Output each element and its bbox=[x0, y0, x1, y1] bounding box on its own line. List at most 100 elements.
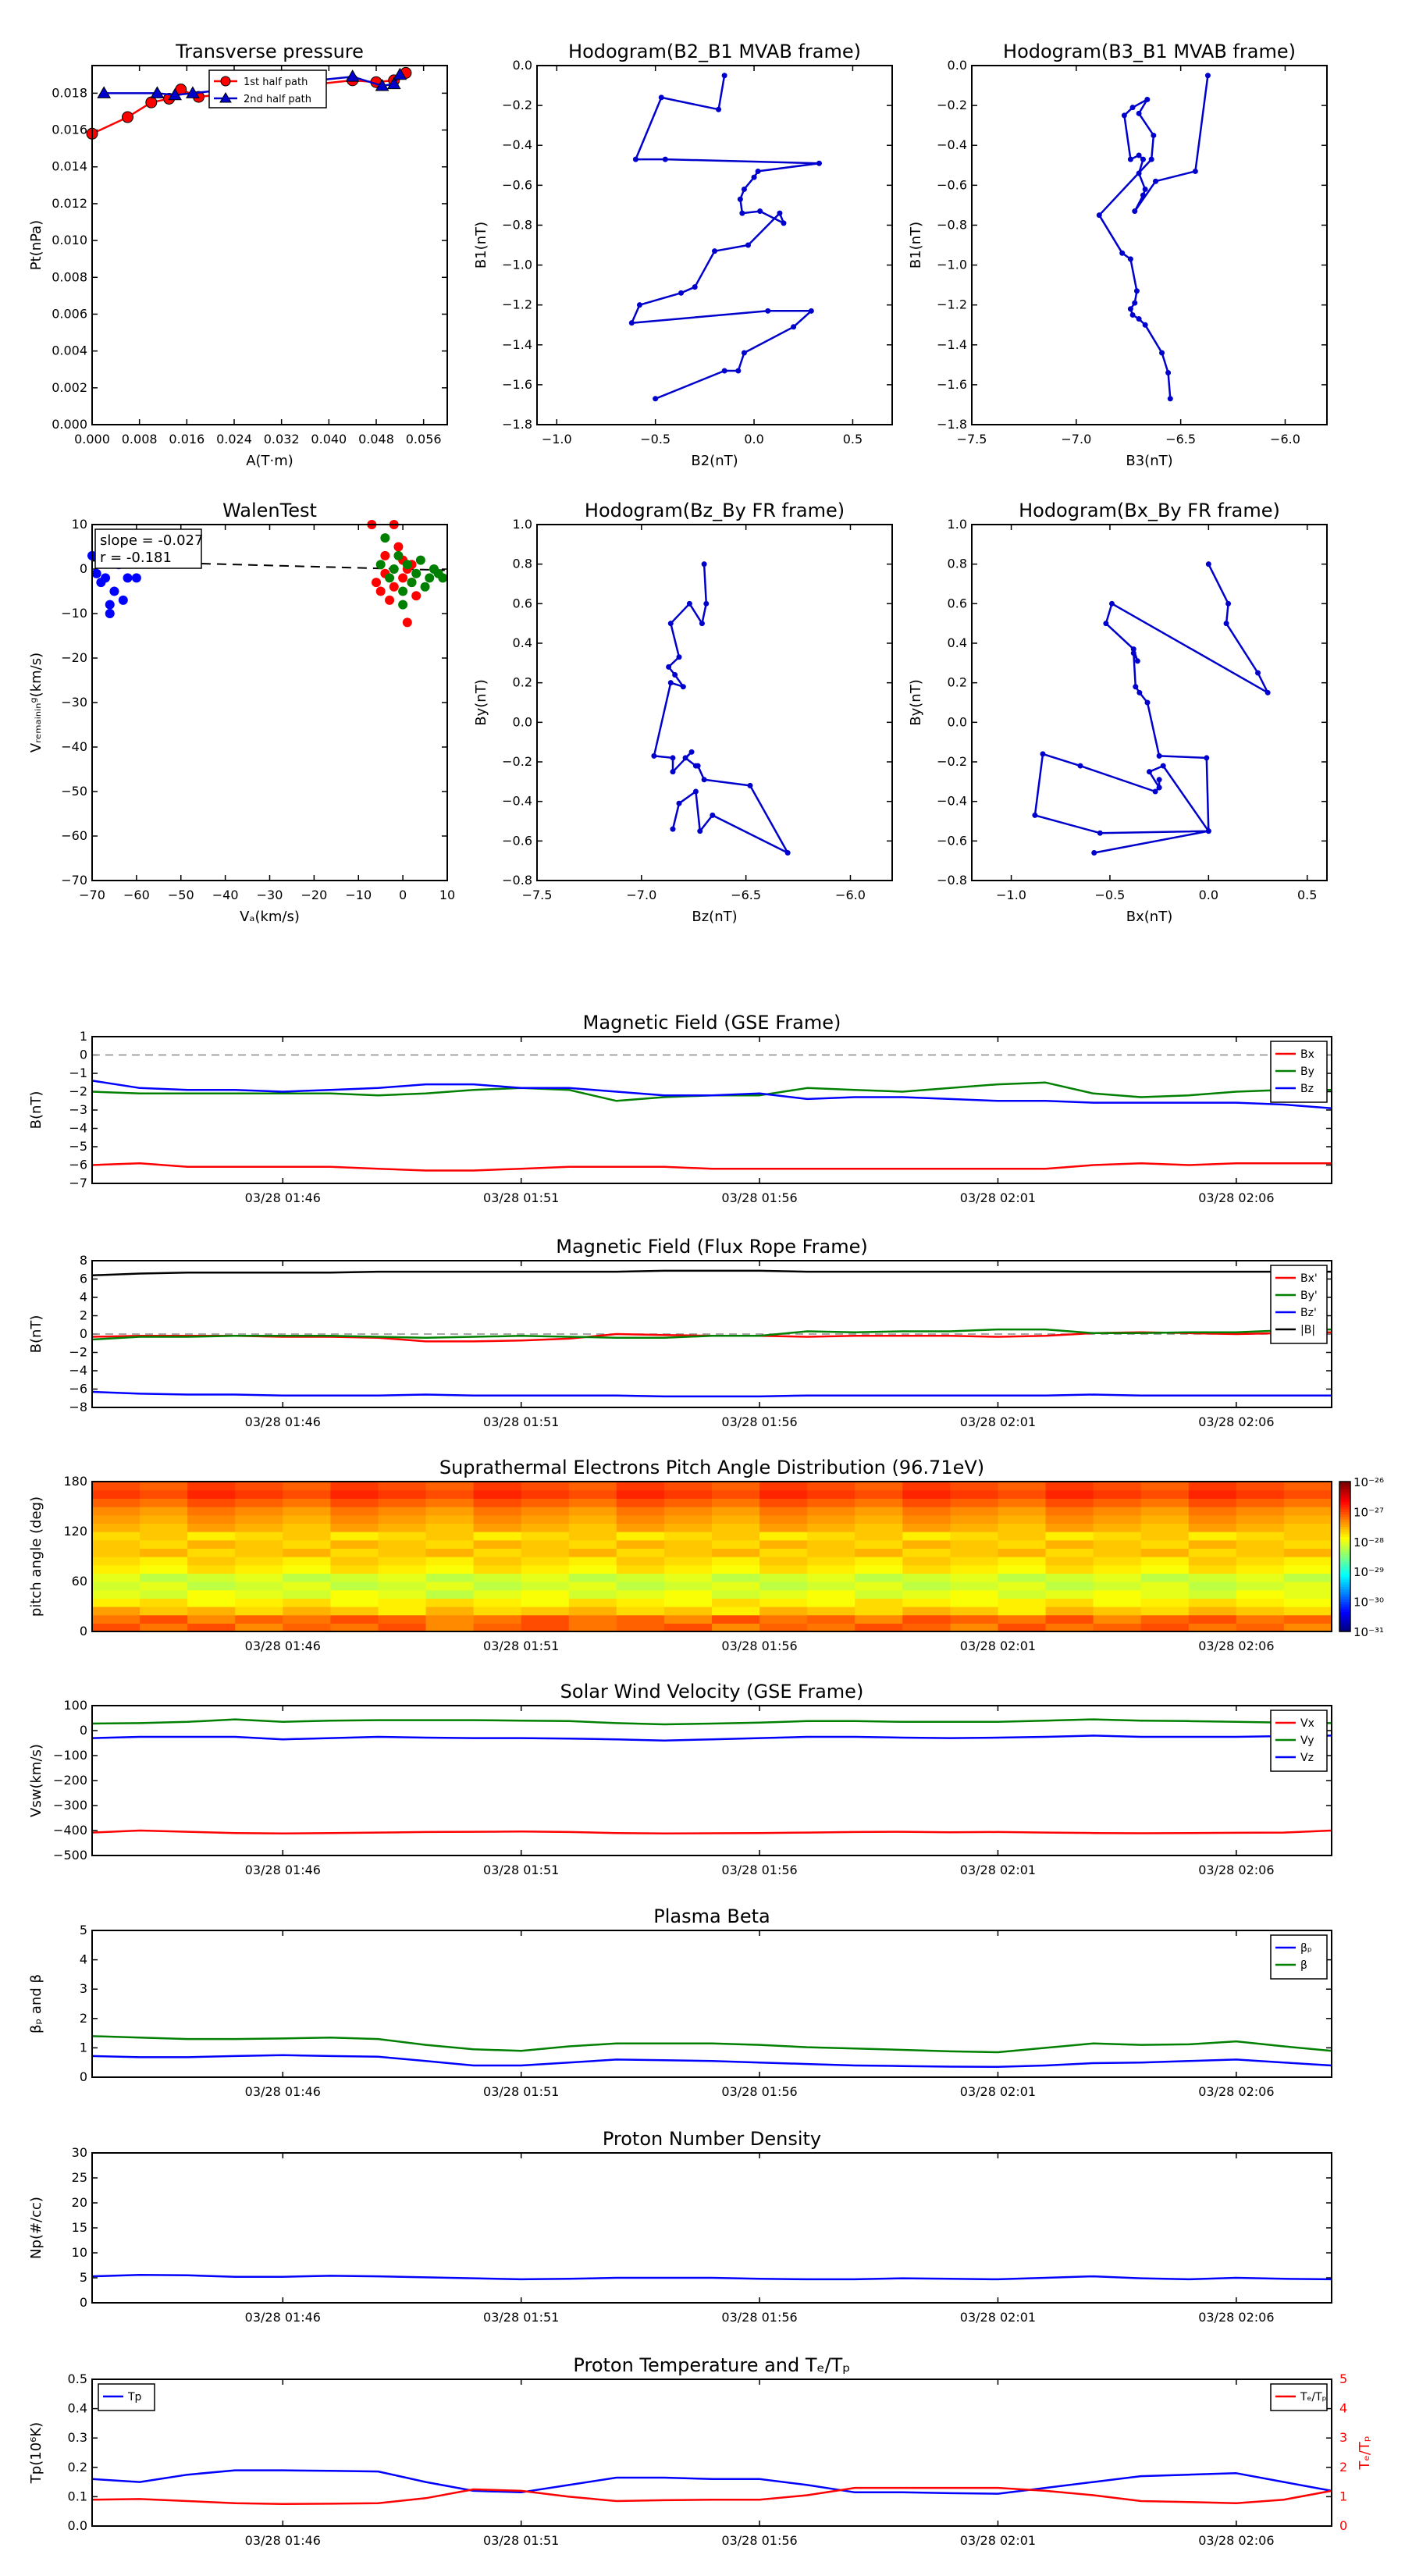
heatmap-cell bbox=[759, 1548, 808, 1557]
x-tick-label: 03/28 02:06 bbox=[1198, 2084, 1274, 2099]
heatmap-cell bbox=[1283, 1573, 1332, 1582]
x-tick-label: 03/28 02:01 bbox=[960, 2084, 1036, 2099]
heatmap-cell bbox=[712, 1489, 760, 1499]
heatmap-cell bbox=[663, 1498, 713, 1507]
heatmap-cell bbox=[1093, 1564, 1142, 1574]
heatmap-cell bbox=[616, 1623, 665, 1632]
y-tick-label: −30 bbox=[61, 695, 87, 710]
heatmap-cell bbox=[998, 1582, 1047, 1591]
heatmap-cell bbox=[950, 1489, 999, 1499]
heatmap-cell bbox=[521, 1573, 570, 1582]
heatmap-cell bbox=[473, 1614, 522, 1624]
y-tick-label: 0.8 bbox=[948, 557, 967, 571]
heatmap-cell bbox=[998, 1606, 1047, 1616]
x-tick-label: 03/28 01:46 bbox=[245, 1638, 321, 1653]
x-tick-label: −30 bbox=[257, 888, 283, 902]
hodogram-point bbox=[670, 769, 676, 775]
heatmap-cell bbox=[378, 1557, 427, 1566]
walen-point bbox=[425, 573, 435, 583]
heatmap-cell bbox=[235, 1532, 283, 1541]
heatmap-cell bbox=[140, 1498, 188, 1507]
colorbar-cell bbox=[1339, 1614, 1350, 1617]
hodogram-point bbox=[791, 324, 797, 330]
heatmap-cell bbox=[568, 1623, 617, 1632]
hodogram-point bbox=[701, 561, 707, 568]
walen-point bbox=[389, 582, 399, 592]
colorbar-cell bbox=[1339, 1526, 1350, 1530]
heatmap-cell bbox=[759, 1564, 808, 1574]
hodogram-point bbox=[721, 368, 727, 374]
y-tick-label: −6 bbox=[69, 1382, 87, 1397]
heatmap-cell bbox=[473, 1532, 522, 1541]
hodogram-point bbox=[1077, 763, 1083, 769]
heatmap-cell bbox=[473, 1606, 522, 1616]
hodogram-point bbox=[1097, 830, 1103, 836]
heatmap-cell bbox=[283, 1573, 331, 1582]
x-tick-label: 03/28 02:06 bbox=[1198, 1414, 1274, 1429]
x-axis-label: Bx(nT) bbox=[1126, 909, 1172, 925]
heatmap-cell bbox=[759, 1573, 808, 1582]
heatmap-cell bbox=[998, 1614, 1047, 1624]
heatmap-cell bbox=[998, 1564, 1047, 1574]
heatmap-cell bbox=[616, 1489, 665, 1499]
y-tick-label: −0.2 bbox=[937, 98, 967, 112]
panel-title: Magnetic Field (GSE Frame) bbox=[583, 1012, 841, 1034]
x-tick-label: 0 bbox=[399, 888, 407, 902]
y-tick-label: 0.0 bbox=[948, 714, 967, 729]
y-tick-label: −200 bbox=[53, 1773, 87, 1788]
heatmap-cell bbox=[330, 1614, 379, 1624]
heatmap-cell bbox=[998, 1573, 1047, 1582]
heatmap-cell bbox=[807, 1514, 855, 1524]
heatmap-cell bbox=[568, 1589, 617, 1599]
hodogram-point bbox=[628, 320, 635, 326]
fit-line bbox=[91, 560, 448, 571]
colorbar-tick-label: 10⁻²⁹ bbox=[1353, 1565, 1384, 1579]
heatmap-cell bbox=[235, 1582, 283, 1591]
heatmap-cell bbox=[855, 1498, 903, 1507]
heatmap-cell bbox=[1236, 1598, 1285, 1607]
data-point-2nd-half bbox=[186, 86, 200, 98]
walen-point bbox=[398, 586, 408, 596]
hodogram-point bbox=[1153, 178, 1159, 184]
y-tick-label: 0.6 bbox=[948, 596, 967, 610]
heatmap-cell bbox=[616, 1582, 665, 1591]
x-tick-label: 03/28 02:01 bbox=[960, 1414, 1036, 1429]
colorbar-cell bbox=[1339, 1566, 1350, 1570]
hodogram-point bbox=[1119, 250, 1126, 256]
walen-point bbox=[402, 560, 412, 570]
legend-label: By' bbox=[1300, 1290, 1318, 1302]
heatmap-cell bbox=[425, 1548, 475, 1557]
heatmap-cell bbox=[330, 1598, 379, 1607]
heatmap-cell bbox=[712, 1582, 760, 1591]
colorbar-tick-label: 10⁻²⁸ bbox=[1353, 1535, 1384, 1550]
heatmap-cell bbox=[521, 1498, 570, 1507]
x-tick-label: −10 bbox=[345, 888, 372, 902]
panel-0: Transverse pressure 0.000 0.008 0.016 0.024 0… bbox=[28, 41, 448, 469]
x-tick-label: 03/28 01:56 bbox=[721, 1414, 797, 1429]
heatmap-cell bbox=[140, 1606, 188, 1616]
heatmap-cell bbox=[378, 1482, 427, 1491]
heatmap-cell bbox=[1045, 1582, 1094, 1591]
y-tick-label: 0.016 bbox=[52, 123, 87, 137]
colorbar-cell bbox=[1339, 1619, 1350, 1622]
y-tick-label: −1.2 bbox=[502, 297, 532, 312]
heatmap-cell bbox=[1045, 1573, 1094, 1582]
hodogram-point bbox=[1133, 684, 1139, 690]
heatmap-cell bbox=[807, 1523, 855, 1532]
x-tick-label: 03/28 01:46 bbox=[245, 1414, 321, 1429]
heatmap-cell bbox=[1188, 1548, 1237, 1557]
y-tick-label: 0.0 bbox=[68, 2518, 87, 2533]
x-tick-label: 03/28 01:46 bbox=[245, 1190, 321, 1205]
y-axis-label: B1(nT) bbox=[473, 222, 489, 269]
colorbar-cell bbox=[1339, 1494, 1350, 1497]
hodogram-point bbox=[781, 220, 787, 226]
heatmap-cell bbox=[187, 1489, 236, 1499]
x-tick-label: 03/28 01:56 bbox=[721, 2084, 797, 2099]
hodogram-point bbox=[1151, 132, 1157, 138]
colorbar-cell bbox=[1339, 1578, 1350, 1582]
heatmap-cell bbox=[92, 1514, 140, 1524]
hodogram-point bbox=[1167, 396, 1173, 402]
hodogram-point bbox=[1160, 763, 1166, 769]
heatmap-cell bbox=[187, 1573, 236, 1582]
heatmap-cell bbox=[807, 1623, 855, 1632]
